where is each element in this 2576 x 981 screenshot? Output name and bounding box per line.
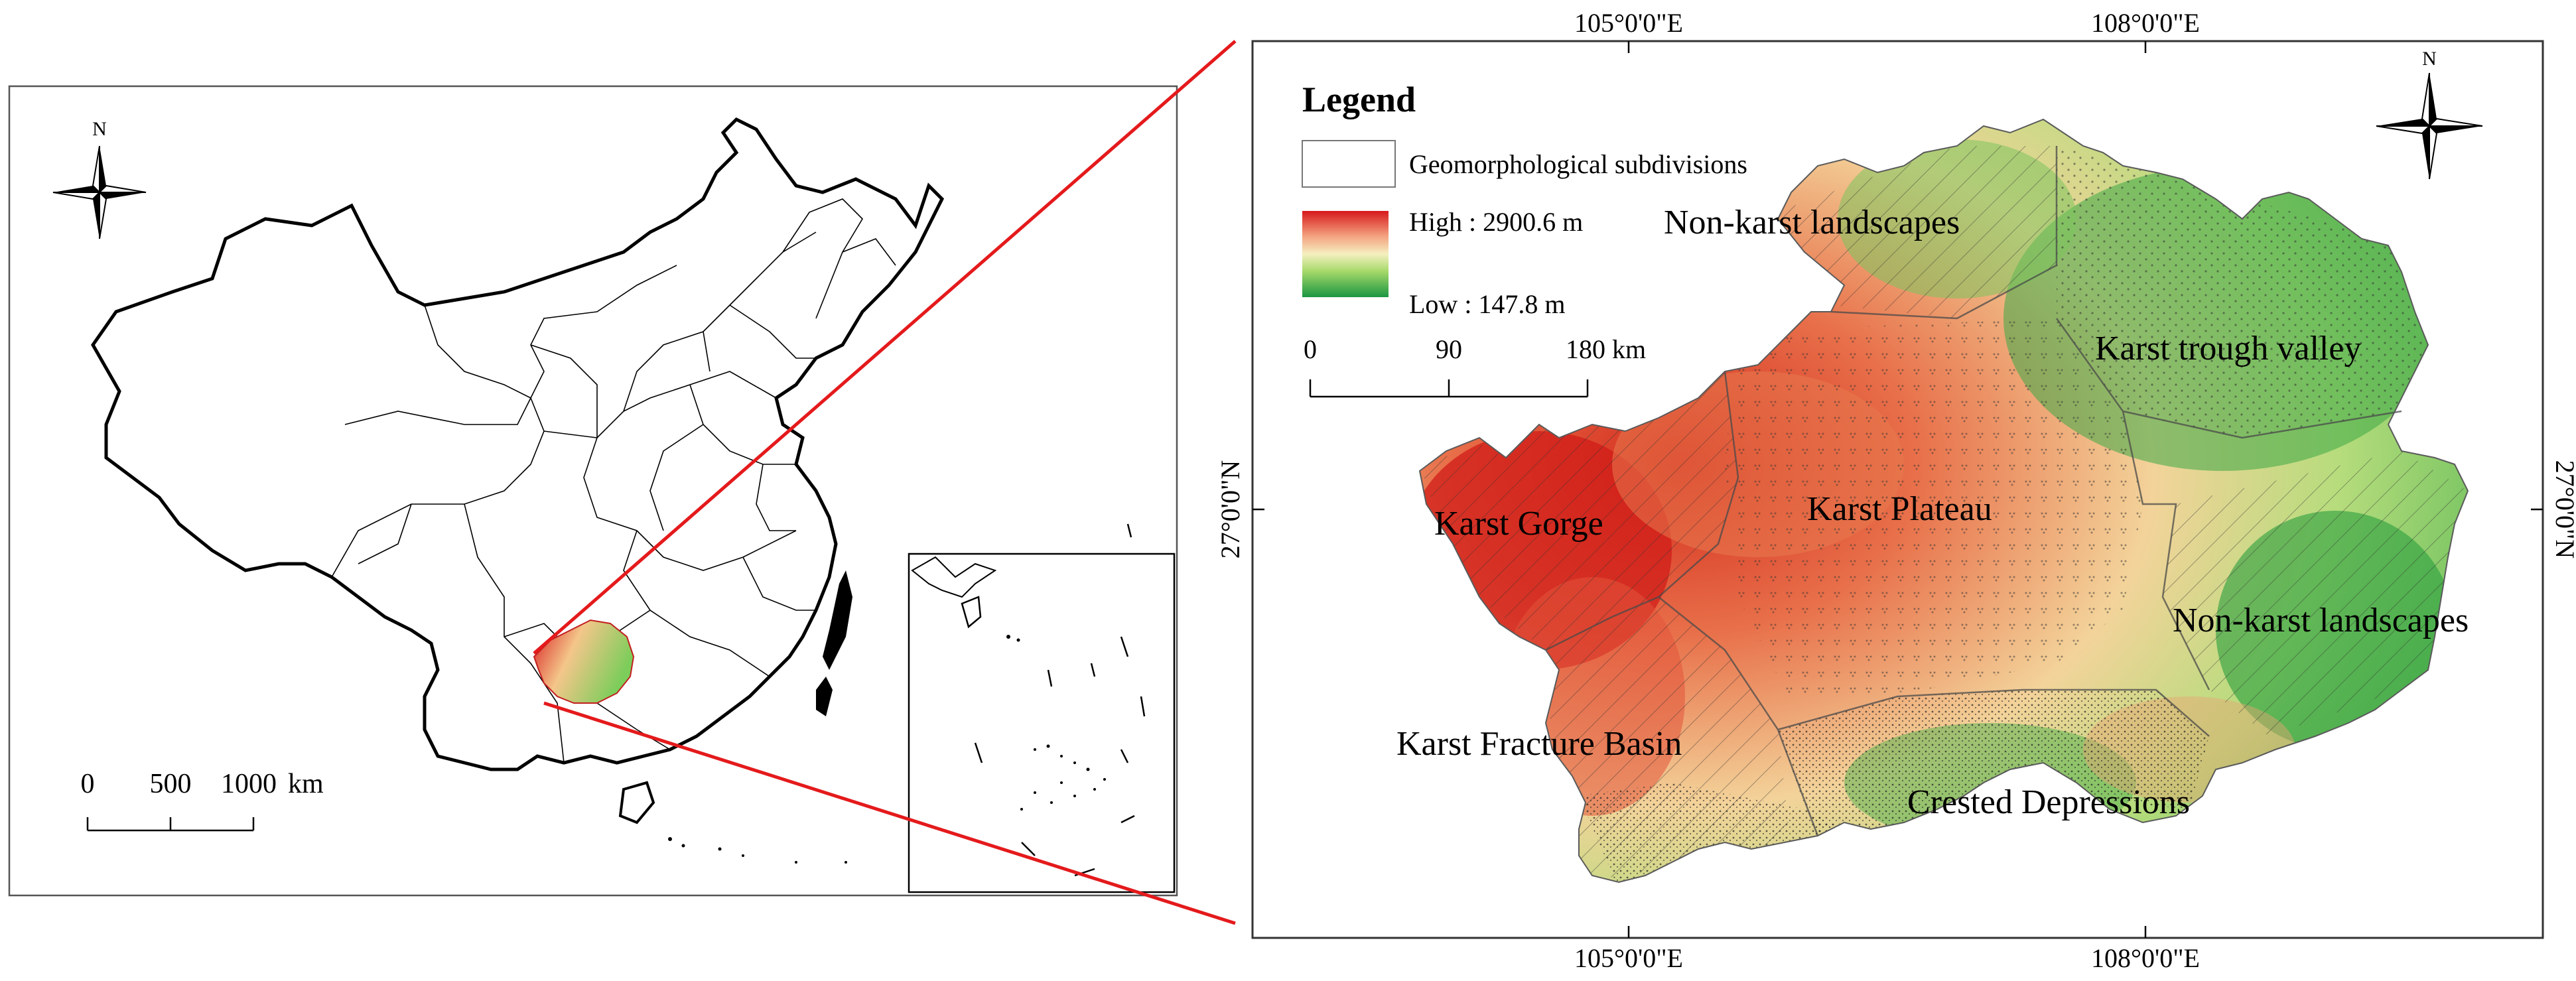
region-label-crested: Crested Depressions [1907, 783, 2190, 821]
detail-scale-label-90: 90 [1436, 334, 1462, 364]
overview-scale-bar: 0 500 1000 km [81, 769, 324, 832]
coord-right-27: 27°0'0"N [2550, 460, 2576, 558]
study-area-thumbnail [533, 619, 635, 704]
region-label-nonkarst-e: Non-karst landscapes [2173, 602, 2469, 639]
north-label: N [92, 118, 107, 140]
coast-islands [618, 570, 852, 864]
region-label-trough-valley: Karst trough valley [2095, 330, 2361, 367]
scale-label-0: 0 [81, 769, 95, 799]
china-outline [91, 117, 945, 771]
subdivision-boundaries [1545, 146, 2402, 836]
region-label-plateau: Karst Plateau [1807, 490, 1992, 528]
map-legend: Legend Geomorphological subdivisions Hig… [1302, 80, 1747, 398]
legend-label-subdivisions: Geomorphological subdivisions [1409, 149, 1747, 179]
china-overview-map: N 0 500 1000 km [8, 85, 1178, 897]
region-label-fracture-basin: Karst Fracture Basin [1396, 725, 1682, 763]
region-label-nonkarst-nw: Non-karst landscapes [1664, 204, 1960, 241]
legend-swatch-subdivisions [1302, 140, 1396, 188]
detail-scale-label-0: 0 [1304, 334, 1317, 364]
compass-icon: N [2376, 48, 2483, 180]
detail-scale-label-180: 180 km [1566, 334, 1646, 364]
legend-label-low: Low : 147.8 m [1409, 289, 1566, 319]
coord-top-108: 108°0'0"E [2091, 8, 2200, 38]
compass-icon: N [52, 118, 147, 239]
zoom-connector-lines [533, 40, 1237, 925]
coord-top-105: 105°0'0"E [1574, 8, 1683, 38]
coord-left-27: 27°0'0"N [1215, 460, 1245, 558]
study-area-map: 105°0'0"E 108°0'0"E 105°0'0"E 108°0'0"E … [1215, 8, 2576, 973]
coord-bottom-108: 108°0'0"E [2091, 943, 2200, 973]
scale-unit: km [288, 769, 324, 799]
legend-elevation-ramp [1302, 211, 1389, 297]
legend-title: Legend [1302, 80, 1416, 119]
scale-label-500: 500 [150, 769, 192, 799]
north-label: N [2422, 48, 2437, 70]
coord-bottom-105: 105°0'0"E [1574, 943, 1683, 973]
region-label-gorge: Karst Gorge [1434, 505, 1603, 543]
legend-label-high: High : 2900.6 m [1409, 207, 1583, 237]
scale-label-1000: 1000 [221, 769, 277, 799]
south-china-sea-inset [908, 523, 1176, 893]
